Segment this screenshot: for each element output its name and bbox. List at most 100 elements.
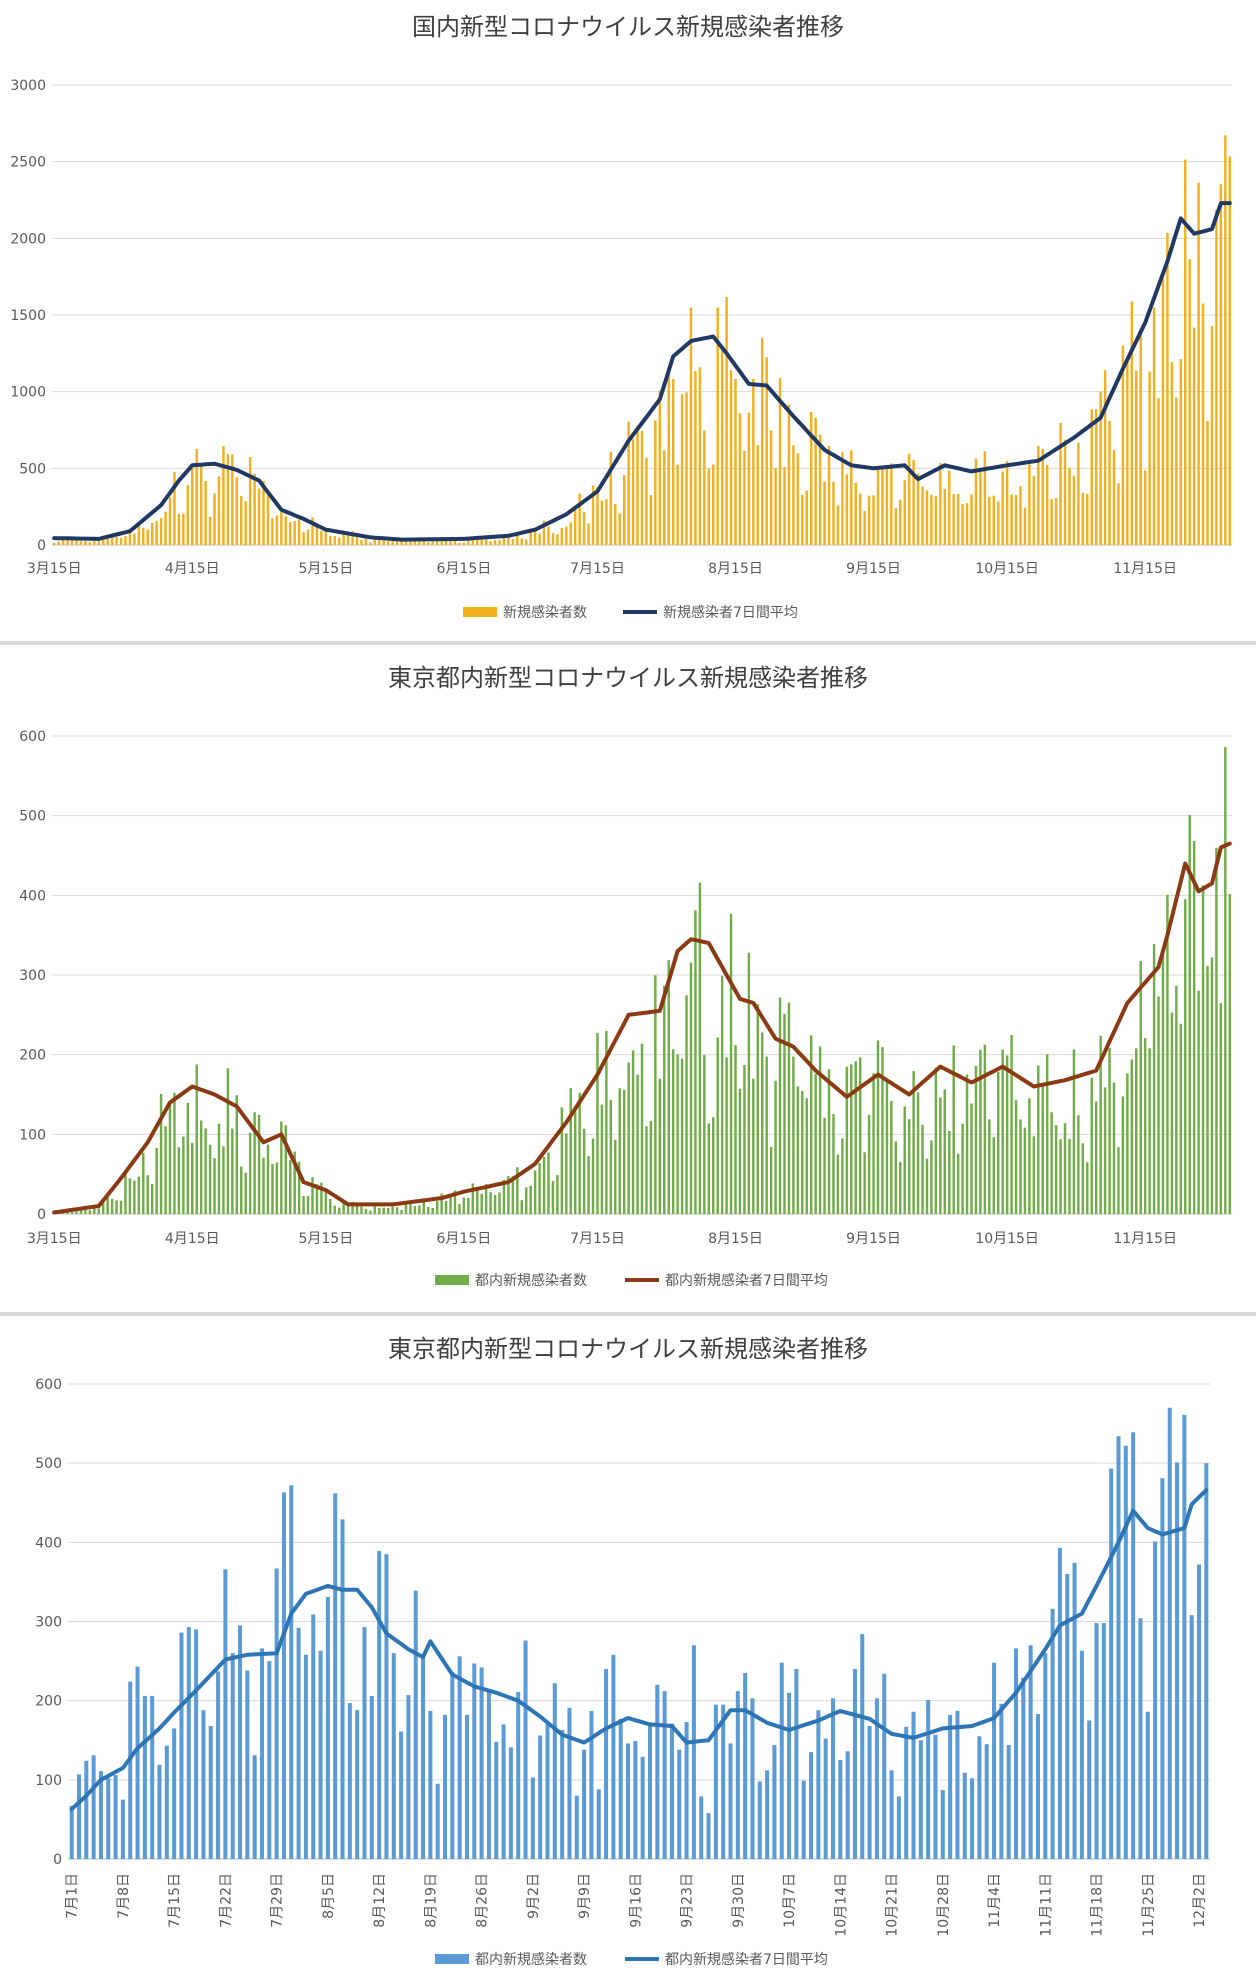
bar (271, 518, 274, 545)
bar (399, 1731, 404, 1859)
bar (850, 450, 853, 545)
legend-swatch-bars (435, 1275, 469, 1285)
bar (484, 1184, 488, 1214)
bar (725, 1057, 728, 1214)
bar (832, 481, 835, 545)
bar (435, 539, 439, 545)
bar (1010, 494, 1013, 545)
y-tick-label: 2500 (10, 155, 46, 171)
bar (1079, 1650, 1084, 1859)
bar (685, 392, 688, 545)
bar (364, 1208, 368, 1214)
bar (364, 538, 368, 545)
bar (1081, 1143, 1085, 1214)
bar (827, 1069, 831, 1214)
bar (899, 1161, 902, 1214)
bar (547, 526, 550, 545)
bar (378, 537, 381, 545)
bar (257, 488, 261, 545)
bar (501, 1724, 506, 1859)
bar (284, 1125, 287, 1214)
bar (342, 1202, 345, 1214)
bar (333, 1493, 338, 1859)
bar (1090, 1077, 1093, 1214)
bar (507, 1176, 510, 1214)
bar (904, 1726, 909, 1859)
bar (707, 468, 711, 545)
bar (1228, 893, 1231, 1214)
bar (955, 1710, 960, 1859)
bar (609, 451, 613, 545)
bar (150, 1183, 154, 1214)
x-tick-label: 9月15日 (846, 561, 901, 577)
bar (135, 1666, 140, 1859)
bar (1050, 1608, 1055, 1859)
bar (142, 1695, 147, 1859)
bar (1077, 442, 1080, 545)
bar (552, 1683, 557, 1859)
bar (703, 1055, 706, 1214)
bar (970, 494, 973, 545)
bar (787, 1002, 791, 1214)
y-tick-label: 3000 (10, 78, 46, 94)
bar (640, 430, 644, 545)
bar (120, 1799, 125, 1859)
bar (511, 538, 515, 545)
bar (1219, 184, 1223, 545)
bar (573, 1108, 577, 1214)
bar (1182, 1414, 1187, 1859)
bar (168, 1103, 172, 1214)
y-tick-label: 400 (19, 888, 46, 904)
bar (70, 539, 74, 545)
bar (712, 464, 715, 545)
bar (818, 1046, 822, 1214)
bar (1201, 885, 1205, 1214)
bar (476, 536, 479, 545)
x-tick-label: 8月26日 (475, 1873, 491, 1928)
bar (560, 1107, 564, 1214)
bar (832, 1114, 835, 1214)
bar (640, 1756, 645, 1859)
bar (645, 1126, 648, 1214)
bar (836, 505, 840, 545)
y-tick-label: 500 (35, 1456, 62, 1472)
bar (523, 1640, 528, 1859)
x-tick-label: 5月15日 (298, 561, 353, 577)
bar (110, 1198, 114, 1214)
bar (179, 1632, 184, 1859)
bar (1101, 1623, 1106, 1859)
bar (486, 1691, 491, 1859)
bar (551, 1180, 555, 1214)
bar (765, 1056, 768, 1214)
y-tick-label: 400 (35, 1535, 62, 1551)
legend-label: 都内新規感染者数 (475, 1951, 587, 1968)
bar (779, 1662, 784, 1859)
bar (783, 466, 786, 545)
bar (173, 472, 176, 545)
bar (498, 540, 501, 545)
bar (195, 448, 198, 545)
bar (489, 541, 492, 545)
bar (110, 535, 114, 545)
bar (471, 1183, 475, 1214)
bar (872, 495, 875, 545)
bar (1175, 397, 1178, 545)
bar (382, 537, 385, 545)
bar (567, 1707, 572, 1859)
bar (360, 539, 363, 545)
bar (948, 470, 951, 545)
x-tick-label: 9月30日 (731, 1873, 747, 1928)
bar (627, 1062, 630, 1214)
bar (115, 1200, 118, 1214)
bar (231, 1128, 234, 1214)
bar (1210, 957, 1214, 1214)
bar (177, 1147, 181, 1214)
bar (894, 508, 898, 545)
bar (208, 516, 212, 545)
bar (244, 1172, 247, 1214)
bar (1184, 159, 1187, 545)
bar (542, 520, 546, 545)
chart-title: 東京都内新型コロナウイルス新規感染者推移 (388, 1335, 868, 1363)
bar (1210, 325, 1214, 545)
bar (1032, 476, 1036, 545)
